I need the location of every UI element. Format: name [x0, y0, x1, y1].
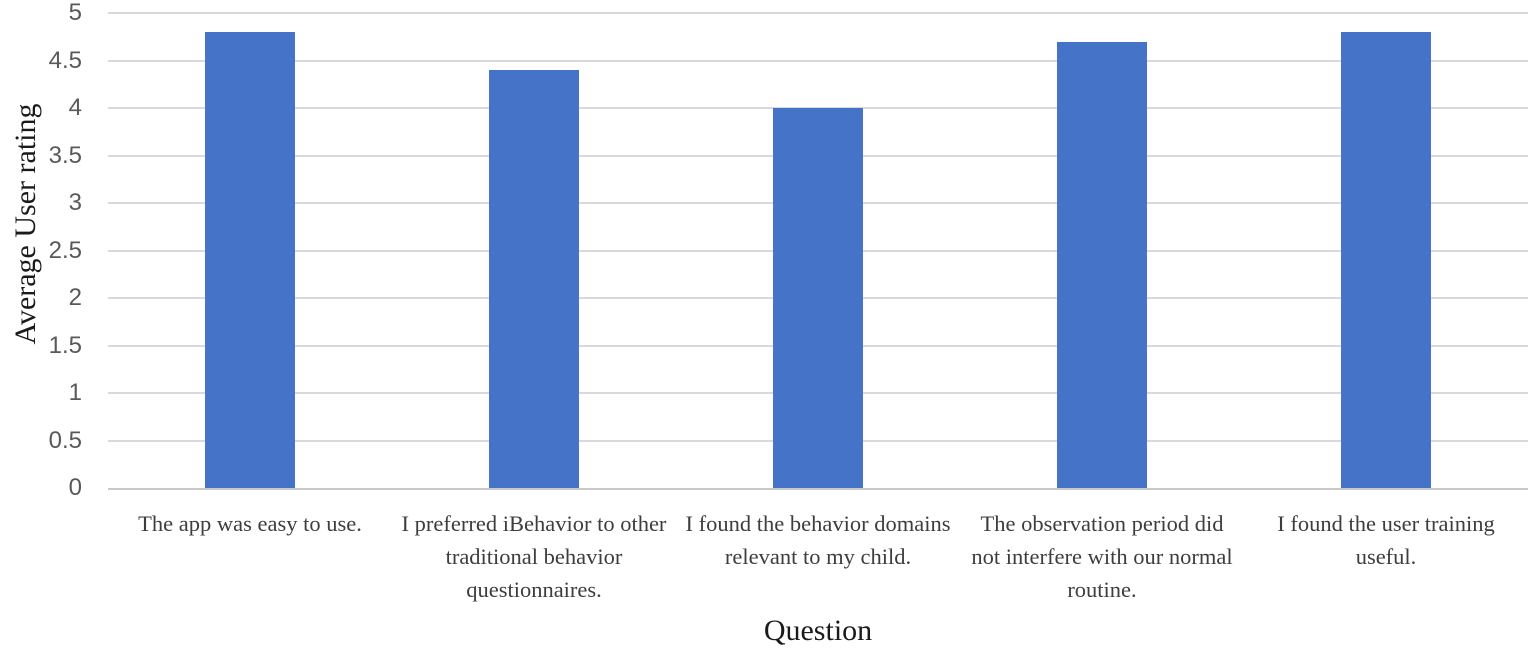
y-tick-label: 4.5 — [48, 46, 82, 74]
plot-area — [108, 12, 1528, 490]
y-tick-label: 3 — [68, 189, 82, 216]
x-category-label: I preferred iBehavior to other tradition… — [401, 511, 667, 602]
y-tick-label: 4 — [68, 94, 82, 121]
y-tick-label: 1 — [68, 379, 82, 406]
grid-line — [108, 59, 1528, 62]
x-category-label: I found the behavior domains relevant to… — [685, 511, 951, 569]
bar — [488, 70, 580, 488]
x-category-label: The app was easy to use. — [138, 511, 362, 536]
y-tick-label: 5 — [68, 0, 82, 26]
x-category-label: I found the user training useful. — [1277, 511, 1495, 569]
y-tick-label: 2.5 — [48, 236, 82, 264]
x-axis-title: Question — [763, 614, 873, 647]
x-axis-category-labels: The app was easy to use. I preferred iBeh… — [108, 507, 1528, 606]
y-tick-label: 0.5 — [48, 426, 82, 454]
bar — [1340, 32, 1432, 488]
bar-slot — [108, 13, 392, 488]
x-category-cell: The observation period did not interfere… — [960, 507, 1244, 606]
y-tick-label: 0 — [68, 474, 82, 501]
bar — [772, 108, 864, 488]
bar-slot — [392, 13, 676, 488]
grid-line — [108, 12, 1528, 14]
y-tick-label: 3.5 — [48, 141, 82, 169]
y-tick-label: 2 — [68, 284, 82, 311]
bar-slot — [1244, 13, 1528, 488]
bars-container — [108, 13, 1528, 488]
x-category-cell: I found the behavior domains relevant to… — [676, 507, 960, 606]
bar-slot — [676, 13, 960, 488]
bar — [204, 32, 296, 488]
x-category-label: The observation period did not interfere… — [971, 511, 1233, 602]
bar — [1056, 41, 1148, 488]
bar-slot — [960, 13, 1244, 488]
x-category-cell: The app was easy to use. — [108, 507, 392, 606]
x-category-cell: I found the user training useful. — [1244, 507, 1528, 606]
y-axis-ticks: 0 0.5 1 1.5 2 2.5 3 3.5 4 4.5 5 — [0, 0, 82, 501]
y-tick-label: 1.5 — [48, 331, 82, 359]
x-category-cell: I preferred iBehavior to other tradition… — [392, 507, 676, 606]
